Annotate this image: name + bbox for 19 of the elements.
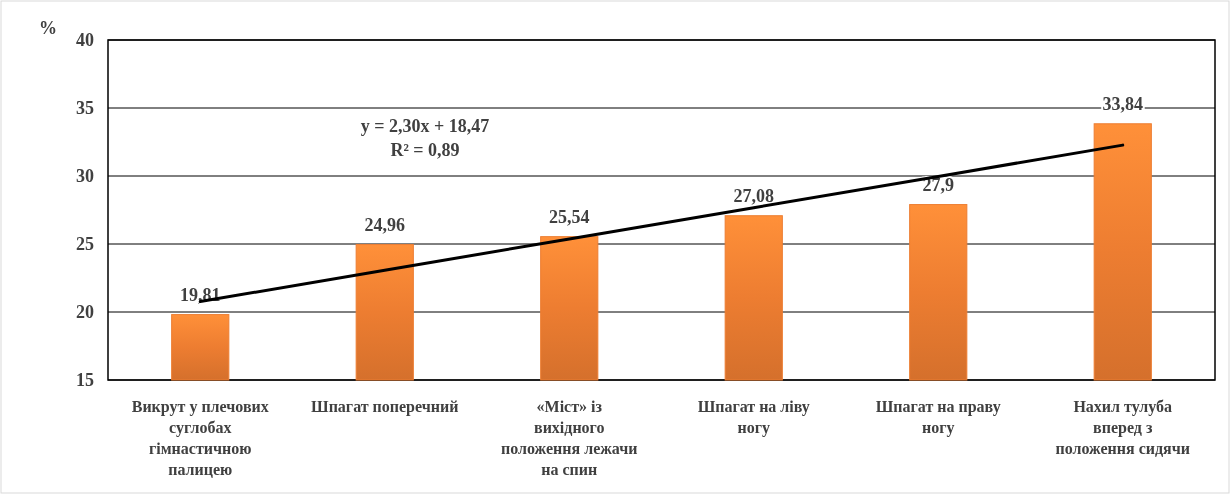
y-tick-label: 35: [76, 98, 94, 119]
x-tick-label: Шпагат поперечний: [311, 398, 459, 416]
annotation: y = 2,30x + 18,47: [360, 116, 490, 136]
x-tick-label: Шпагат на ліву ногу: [697, 398, 810, 437]
x-tick-label: Шпагат на праву ногу: [875, 398, 1001, 437]
data-label: 25,54: [549, 206, 590, 227]
data-label: 27,9: [922, 174, 954, 195]
y-tick-label: 15: [76, 370, 94, 391]
x-tick-label: Викрут у плечових суглобах гімнастичною палицею: [131, 398, 269, 478]
y-tick-label: 20: [76, 302, 94, 323]
y-tick-label: 40: [76, 30, 94, 51]
y-tick-label: 25: [76, 234, 94, 255]
x-tick-label: «Міст» із вихідного положення лежачи на спин: [501, 398, 638, 478]
data-label: 27,08: [733, 185, 774, 206]
x-tick-label: Нахил тулуба вперед з положення сидячи: [1055, 398, 1190, 457]
annotation: R² = 0,89: [390, 140, 460, 160]
y-axis-title: %: [39, 18, 57, 38]
y-tick-label: 30: [76, 166, 94, 187]
data-label: 24,96: [364, 214, 405, 235]
